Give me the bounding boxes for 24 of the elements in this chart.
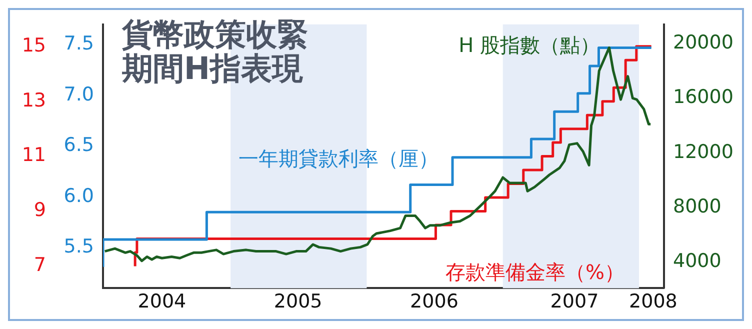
x-tick-label: 2005	[274, 290, 322, 313]
y2-tick-label: 13	[22, 89, 46, 112]
y3-tick-label: 20000	[673, 31, 734, 54]
y3-tick-label: 16000	[673, 86, 734, 108]
x-tick-label: 2004	[138, 290, 186, 313]
y3-tick-label: 12000	[673, 140, 734, 163]
y2-tick-label: 7	[34, 254, 46, 276]
y-tick-label: 7.0	[64, 83, 94, 106]
y3-tick-label: 8000	[673, 195, 722, 218]
series-label: H 股指數（點）	[458, 33, 600, 58]
x-tick-label: 2007	[550, 290, 599, 313]
y2-tick-label: 15	[22, 34, 46, 56]
y3-tick-label: 4000	[673, 250, 722, 272]
y-tick-label: 5.5	[64, 236, 94, 258]
series-label: 存款準備金率（%）	[445, 260, 624, 284]
y2-tick-label: 11	[22, 144, 46, 166]
series-label: 一年期貸款利率（厘）	[238, 146, 439, 171]
x-tick-label: 2006	[410, 290, 458, 313]
chart-title: 貨幣政策收緊期間H指表現	[122, 17, 309, 87]
x-tick-label: 2008	[629, 290, 678, 313]
y-tick-label: 6.0	[64, 184, 94, 207]
y-tick-label: 7.5	[64, 32, 94, 55]
y2-tick-label: 9	[34, 199, 46, 222]
y-tick-label: 6.5	[64, 134, 94, 156]
